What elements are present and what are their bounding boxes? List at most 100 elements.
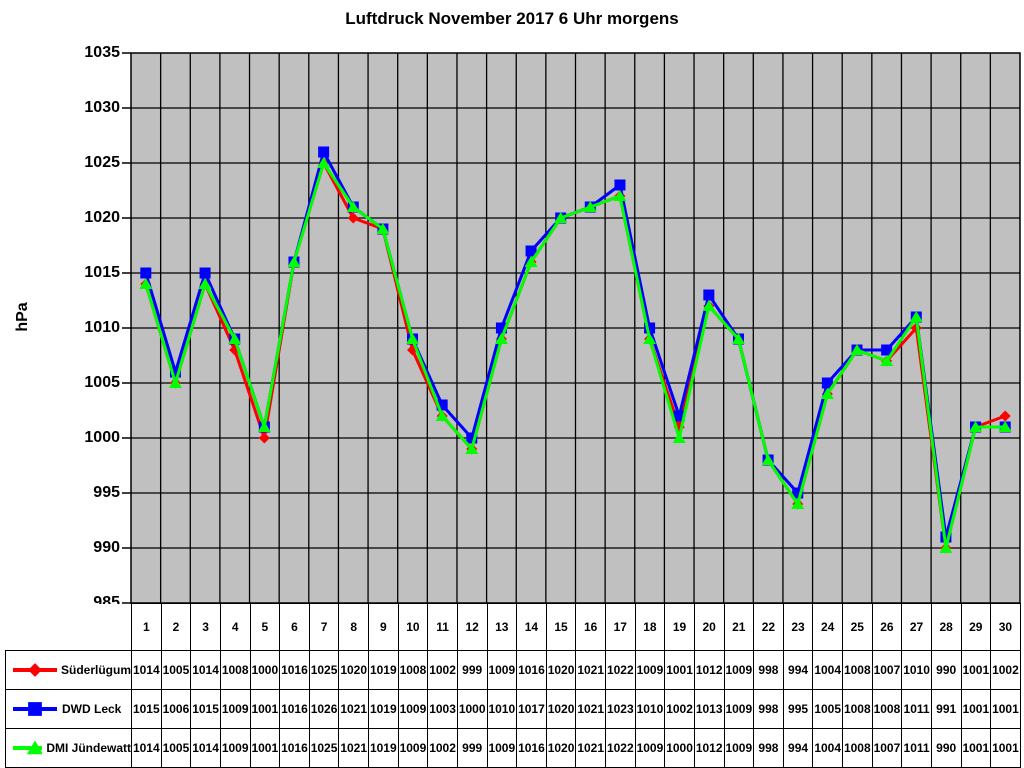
table-value-cell: 1009 [219,689,251,729]
series-marker-triangle [376,223,390,234]
series-marker-square [673,410,685,422]
table-value-cell: 1007 [871,728,903,768]
table-value-cell: 1009 [723,728,755,768]
table-value-cell: 1016 [279,689,310,729]
table-value-cell: 1013 [693,689,725,729]
x-category-label: 15 [545,603,577,651]
table-value-cell: 990 [930,650,962,690]
series-marker-triangle [406,333,420,344]
series-marker-triangle [613,190,627,201]
table-value-cell: 994 [782,728,814,768]
x-category-label: 24 [812,603,843,651]
series-marker-triangle [909,311,923,322]
series-marker-square [614,179,626,191]
table-value-cell: 1020 [545,689,577,729]
x-category-label: 8 [338,603,369,651]
x-category-label: 19 [664,603,695,651]
x-category-label: 12 [456,603,488,651]
series-marker-triangle [672,432,686,443]
x-category-label: 22 [753,603,784,651]
legend-entry: DWD Leck [7,699,131,719]
table-value-cell: 1021 [575,689,606,729]
series-marker-diamond [347,212,359,224]
x-category-label: 20 [693,603,725,651]
x-category-label: 17 [605,603,636,651]
x-category-label: 26 [871,603,903,651]
table-value-cell: 1001 [960,689,992,729]
series-marker-triangle [643,333,657,344]
table-value-cell: 1002 [664,689,695,729]
table-value-cell: 1017 [516,689,547,729]
table-value-cell: 1010 [486,689,518,729]
table-value-cell: 1022 [605,728,636,768]
series-marker-triangle [26,740,43,755]
y-tick-label: 1020 [84,209,120,226]
table-value-cell: 1000 [249,650,281,690]
x-category-label: 13 [486,603,518,651]
table-value-cell: 1003 [427,689,458,729]
x-category-label: 27 [901,603,932,651]
series-marker-square [140,267,152,279]
series-marker-diamond [258,432,270,444]
x-category-label: 11 [427,603,458,651]
table-value-cell: 1000 [456,689,488,729]
x-category-label: 30 [990,603,1021,651]
table-value-cell: 1021 [338,689,369,729]
x-category-label: 7 [308,603,340,651]
x-category-label: 25 [842,603,873,651]
series-marker-triangle [761,454,775,465]
y-tick-label: 1015 [84,264,120,281]
table-value-cell: 1020 [545,728,577,768]
x-category-label: 1 [131,603,162,651]
legend-key-diamond-icon [13,663,57,677]
table-value-cell: 998 [753,689,784,729]
table-value-cell: 1011 [901,728,932,768]
table-value-cell: 1020 [545,650,577,690]
x-category-label: 18 [634,603,666,651]
x-category-label: 10 [397,603,429,651]
series-marker-triangle [969,421,983,432]
series-marker-triangle [791,498,805,509]
table-value-cell: 1010 [901,650,932,690]
series-marker-triangle [524,256,538,267]
table-value-cell: 1021 [575,650,606,690]
table-value-cell: 1009 [219,728,251,768]
series-marker-triangle [583,201,597,212]
series-marker-triangle [850,344,864,355]
table-value-cell: 1000 [664,728,695,768]
table-value-cell: 1019 [368,689,399,729]
series-marker-square [821,377,833,389]
table-value-cell: 1009 [486,650,518,690]
table-value-cell: 1012 [693,650,725,690]
x-category-label: 3 [190,603,221,651]
table-value-cell: 1005 [812,689,843,729]
table-value-cell: 1015 [131,689,162,729]
series-marker-triangle [880,355,894,366]
table-value-cell: 999 [456,728,488,768]
table-value-cell: 1002 [427,728,458,768]
table-value-cell: 1014 [131,728,162,768]
series-marker-triangle [939,542,953,553]
legend-series-name: Süderlügum [60,663,131,677]
table-value-cell: 1009 [634,650,666,690]
table-value-cell: 1025 [308,650,340,690]
table-value-cell: 1001 [664,650,695,690]
legend-cell: DWD Leck [5,689,132,729]
table-value-cell: 1026 [308,689,340,729]
series-marker-diamond [28,663,42,677]
legend-key-square-icon [13,702,57,716]
x-category-label: 9 [368,603,399,651]
series-marker-triangle [494,333,508,344]
table-value-cell: 1001 [249,728,281,768]
table-value-cell: 1025 [308,728,340,768]
series-marker-triangle [435,410,449,421]
table-value-cell: 1016 [279,650,310,690]
series-marker-square [525,245,537,257]
table-value-cell: 1006 [160,689,192,729]
table-value-cell: 1014 [190,650,221,690]
table-value-cell: 1009 [723,650,755,690]
series-marker-triangle [257,421,271,432]
table-value-cell: 1008 [842,689,873,729]
y-tick-label: 1000 [84,429,120,446]
